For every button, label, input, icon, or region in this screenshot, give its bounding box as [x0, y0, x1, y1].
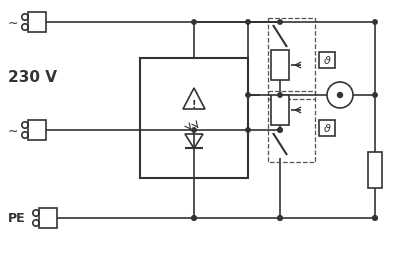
Circle shape — [246, 128, 250, 132]
Bar — [271, 95, 289, 125]
Circle shape — [278, 128, 282, 132]
Circle shape — [192, 216, 196, 220]
Circle shape — [373, 216, 377, 220]
Circle shape — [246, 93, 250, 97]
Text: $\sim$: $\sim$ — [5, 15, 19, 28]
Circle shape — [373, 93, 377, 97]
Circle shape — [192, 20, 196, 24]
Text: $\sim$: $\sim$ — [5, 123, 19, 136]
Circle shape — [278, 216, 282, 220]
Bar — [28, 12, 46, 32]
Text: !: ! — [192, 100, 196, 110]
Circle shape — [278, 93, 282, 97]
Bar — [271, 50, 289, 80]
Circle shape — [246, 20, 250, 24]
Bar — [319, 52, 335, 68]
Bar — [368, 152, 382, 188]
Circle shape — [192, 216, 196, 220]
Bar — [28, 120, 46, 140]
Text: $\vartheta$: $\vartheta$ — [323, 54, 331, 66]
Circle shape — [192, 128, 196, 132]
Circle shape — [373, 20, 377, 24]
Circle shape — [337, 92, 342, 98]
Bar — [140, 58, 248, 178]
Bar — [319, 120, 335, 136]
Bar — [39, 208, 57, 228]
Bar — [268, 18, 315, 99]
Circle shape — [278, 20, 282, 24]
Text: $\vartheta$: $\vartheta$ — [323, 122, 331, 134]
Circle shape — [278, 216, 282, 220]
Circle shape — [373, 216, 377, 220]
Circle shape — [278, 128, 282, 132]
Bar — [268, 91, 315, 162]
Text: 230 V: 230 V — [8, 71, 57, 86]
Text: PE: PE — [8, 212, 26, 225]
